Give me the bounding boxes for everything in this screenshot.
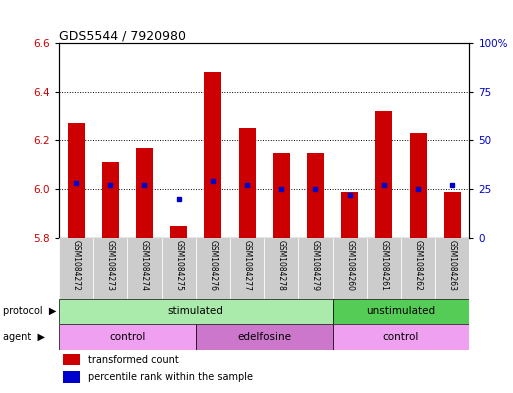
Bar bbox=[299, 238, 332, 299]
Bar bbox=[162, 238, 196, 299]
Text: GSM1084277: GSM1084277 bbox=[243, 240, 251, 290]
Text: GDS5544 / 7920980: GDS5544 / 7920980 bbox=[59, 29, 186, 42]
Text: GSM1084272: GSM1084272 bbox=[72, 240, 81, 290]
Text: protocol  ▶: protocol ▶ bbox=[3, 307, 56, 316]
Text: GSM1084261: GSM1084261 bbox=[380, 240, 388, 290]
Text: GSM1084263: GSM1084263 bbox=[448, 240, 457, 290]
Bar bbox=[59, 238, 93, 299]
Bar bbox=[264, 238, 299, 299]
Bar bbox=[409, 133, 427, 238]
Text: GSM1084279: GSM1084279 bbox=[311, 240, 320, 290]
Bar bbox=[204, 72, 222, 238]
Bar bbox=[435, 238, 469, 299]
Text: GSM1084273: GSM1084273 bbox=[106, 240, 115, 290]
Bar bbox=[93, 238, 127, 299]
Text: stimulated: stimulated bbox=[168, 307, 224, 316]
Text: control: control bbox=[383, 332, 419, 342]
Bar bbox=[136, 148, 153, 238]
Bar bbox=[332, 299, 469, 324]
Bar bbox=[401, 238, 435, 299]
Text: percentile rank within the sample: percentile rank within the sample bbox=[88, 372, 253, 382]
Text: control: control bbox=[109, 332, 146, 342]
Bar bbox=[68, 123, 85, 238]
Bar bbox=[63, 371, 80, 383]
Bar bbox=[444, 191, 461, 238]
Bar bbox=[196, 324, 332, 350]
Text: GSM1084274: GSM1084274 bbox=[140, 240, 149, 290]
Bar bbox=[332, 238, 367, 299]
Bar bbox=[239, 129, 255, 238]
Bar bbox=[170, 226, 187, 238]
Bar bbox=[196, 238, 230, 299]
Bar bbox=[376, 111, 392, 238]
Bar bbox=[59, 299, 332, 324]
Bar bbox=[341, 191, 358, 238]
Text: GSM1084262: GSM1084262 bbox=[413, 240, 423, 290]
Bar bbox=[367, 238, 401, 299]
Text: unstimulated: unstimulated bbox=[366, 307, 436, 316]
Text: agent  ▶: agent ▶ bbox=[3, 332, 45, 342]
Bar bbox=[127, 238, 162, 299]
Text: GSM1084278: GSM1084278 bbox=[277, 240, 286, 290]
Bar bbox=[63, 354, 80, 365]
Text: edelfosine: edelfosine bbox=[237, 332, 291, 342]
Bar bbox=[307, 152, 324, 238]
Text: GSM1084275: GSM1084275 bbox=[174, 240, 183, 290]
Text: GSM1084276: GSM1084276 bbox=[208, 240, 218, 290]
Bar bbox=[332, 324, 469, 350]
Bar bbox=[273, 152, 290, 238]
Text: transformed count: transformed count bbox=[88, 355, 179, 365]
Bar bbox=[102, 162, 119, 238]
Text: GSM1084260: GSM1084260 bbox=[345, 240, 354, 290]
Bar bbox=[230, 238, 264, 299]
Bar bbox=[59, 324, 196, 350]
